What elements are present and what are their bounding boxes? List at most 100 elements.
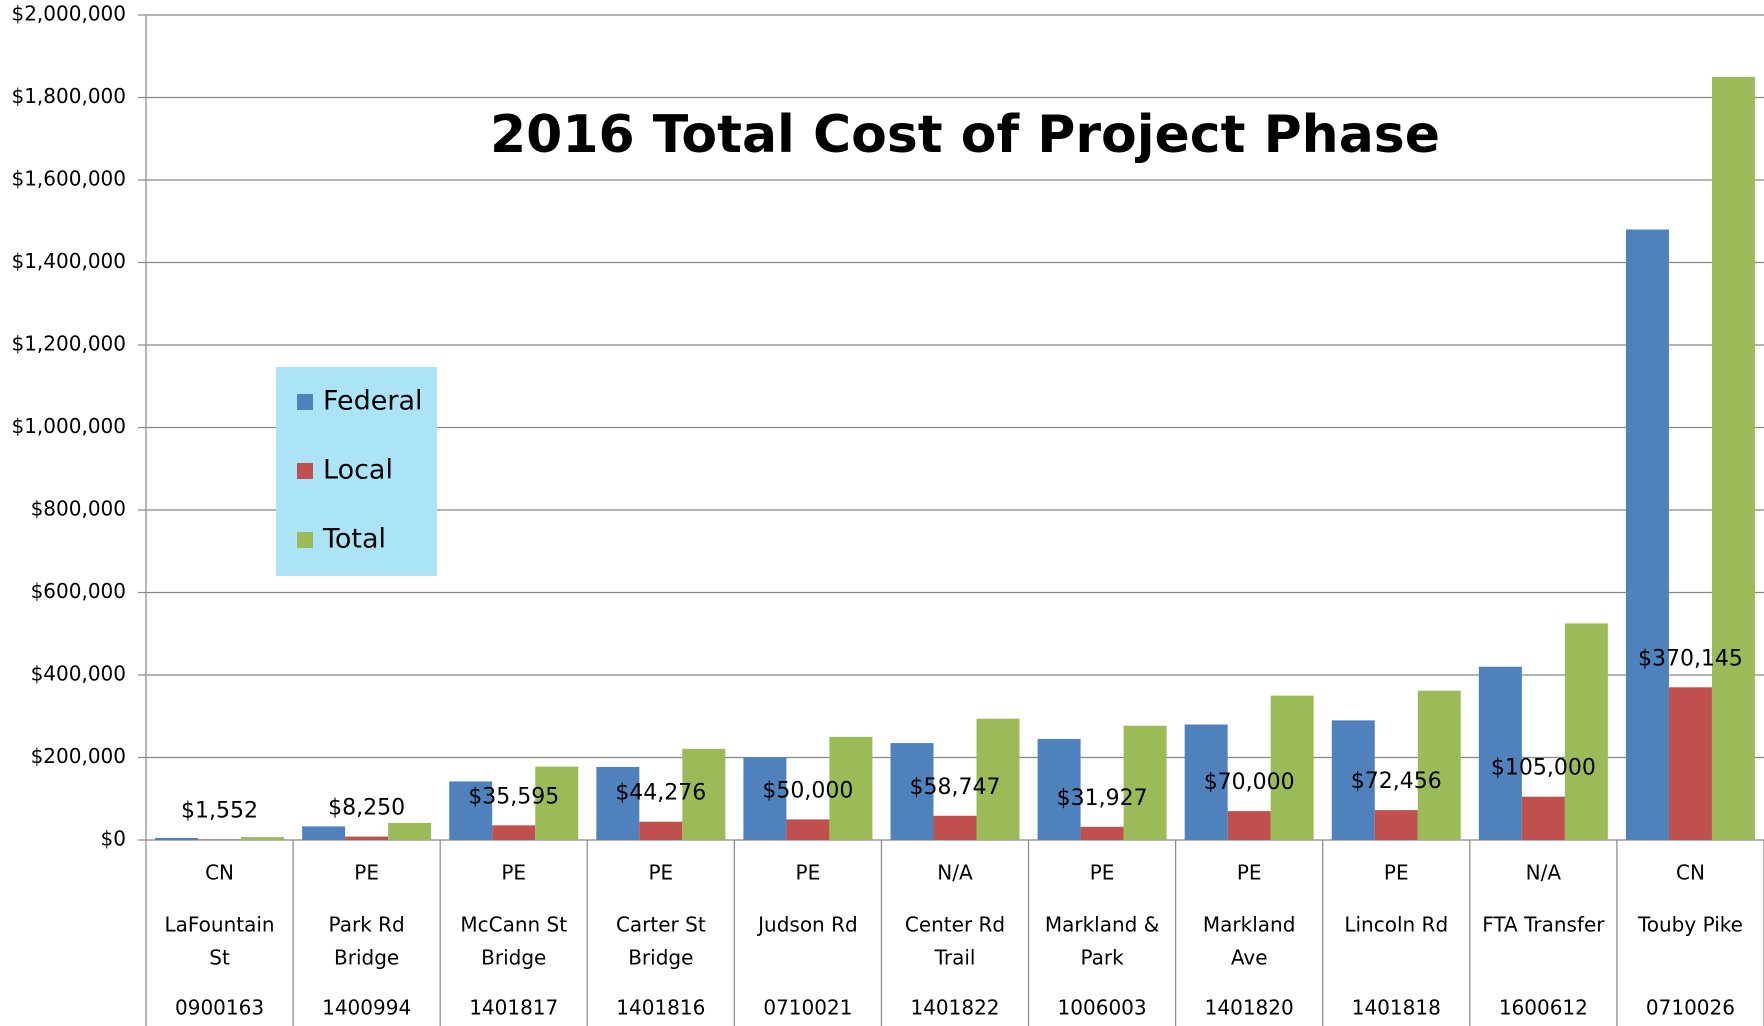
project-id-label: 0900163 <box>175 996 264 1020</box>
y-tick-label: $1,200,000 <box>11 332 126 356</box>
x-tick-label: Bridge <box>628 946 693 970</box>
project-id-label: 1401822 <box>910 996 999 1020</box>
legend-label: Total <box>322 524 386 555</box>
phase-label: PE <box>1384 861 1409 885</box>
project-id-label: 1401820 <box>1205 996 1294 1020</box>
bar <box>1123 725 1167 840</box>
bar <box>302 826 346 840</box>
project-id-label: 1401817 <box>469 996 558 1020</box>
bar <box>198 839 242 840</box>
x-tick-label: Markland & <box>1045 913 1159 937</box>
bar <box>1711 76 1755 840</box>
phase-label: PE <box>1237 861 1262 885</box>
x-tick-label: Park Rd <box>329 913 405 937</box>
bar <box>786 819 830 840</box>
data-label: $50,000 <box>762 778 853 803</box>
x-tick-label: LaFountain <box>164 913 274 937</box>
x-tick-label: FTA Transfer <box>1482 913 1605 937</box>
phase-label: PE <box>354 861 379 885</box>
y-tick-label: $800,000 <box>31 497 126 521</box>
y-tick-label: $1,600,000 <box>11 167 126 191</box>
data-label: $105,000 <box>1491 756 1596 781</box>
phase-label: CN <box>1676 861 1705 885</box>
phase-label: N/A <box>1526 861 1562 885</box>
bar <box>890 743 934 840</box>
bar <box>1227 811 1271 840</box>
y-tick-label: $1,800,000 <box>11 84 126 108</box>
bar <box>1374 810 1418 840</box>
bar <box>639 821 683 840</box>
project-id-label: 1006003 <box>1058 996 1147 1020</box>
legend-label: Federal <box>323 386 423 417</box>
bar <box>1521 796 1565 840</box>
bar <box>1668 687 1712 840</box>
x-tick-label: Markland <box>1203 913 1296 937</box>
bar <box>682 748 726 840</box>
legend-swatch <box>297 463 313 479</box>
phase-label: N/A <box>937 861 973 885</box>
data-label: $58,747 <box>910 775 1001 800</box>
project-id-label: 1401818 <box>1352 996 1441 1020</box>
x-tick-label: Park <box>1080 946 1124 970</box>
bar <box>933 815 977 840</box>
bar <box>1080 826 1124 840</box>
x-tick-label: Bridge <box>334 946 399 970</box>
phase-label: PE <box>1090 861 1115 885</box>
bar <box>241 837 285 840</box>
bar <box>1270 695 1314 840</box>
chart-title: 2016 Total Cost of Project Phase <box>490 105 1440 165</box>
data-label: $31,927 <box>1057 786 1148 811</box>
project-id-label: 1600612 <box>1499 996 1588 1020</box>
x-tick-label: Ave <box>1231 946 1268 970</box>
bar <box>1564 623 1608 840</box>
data-label: $8,250 <box>328 796 405 821</box>
bar <box>743 757 787 840</box>
y-tick-label: $600,000 <box>31 579 126 603</box>
x-tick-label: Touby Pike <box>1637 913 1743 937</box>
bar <box>535 766 579 840</box>
bar <box>829 736 873 840</box>
phase-label: PE <box>501 861 526 885</box>
x-tick-label: McCann St <box>460 913 567 937</box>
y-tick-label: $2,000,000 <box>11 2 126 26</box>
project-id-label: 1400994 <box>322 996 411 1020</box>
bar <box>1037 738 1081 840</box>
data-label: $70,000 <box>1204 770 1295 795</box>
project-id-label: 0710026 <box>1646 996 1735 1020</box>
x-tick-label: St <box>209 946 230 970</box>
data-label: $370,145 <box>1638 646 1743 671</box>
bar <box>345 836 389 840</box>
y-tick-label: $0 <box>101 827 126 851</box>
bar <box>1184 724 1228 840</box>
x-tick-label: Judson Rd <box>756 913 858 937</box>
bar <box>1625 229 1669 840</box>
legend-label: Local <box>323 455 393 486</box>
bar <box>449 781 493 840</box>
x-tick-label: Center Rd <box>905 913 1005 937</box>
y-tick-label: $200,000 <box>31 744 126 768</box>
bar <box>1417 690 1461 840</box>
x-tick-label: Trail <box>934 946 976 970</box>
project-id-label: 0710021 <box>763 996 852 1020</box>
data-label: $35,595 <box>468 784 559 809</box>
phase-label: PE <box>648 861 673 885</box>
project-id-label: 1401816 <box>616 996 705 1020</box>
x-tick-label: Carter St <box>616 913 706 937</box>
phase-label: CN <box>205 861 234 885</box>
bar <box>388 822 432 840</box>
legend-swatch <box>297 532 313 548</box>
bar <box>1331 720 1375 840</box>
y-tick-label: $1,400,000 <box>11 249 126 273</box>
legend-swatch <box>297 394 313 410</box>
bar <box>492 825 536 840</box>
x-tick-label: Bridge <box>481 946 546 970</box>
data-label: $72,456 <box>1351 769 1442 794</box>
data-label: $1,552 <box>181 798 258 823</box>
bar <box>596 766 640 840</box>
y-tick-label: $1,000,000 <box>11 414 126 438</box>
data-label: $44,276 <box>615 781 706 806</box>
bar <box>1478 666 1522 840</box>
bar <box>155 837 199 840</box>
bar <box>976 718 1020 840</box>
